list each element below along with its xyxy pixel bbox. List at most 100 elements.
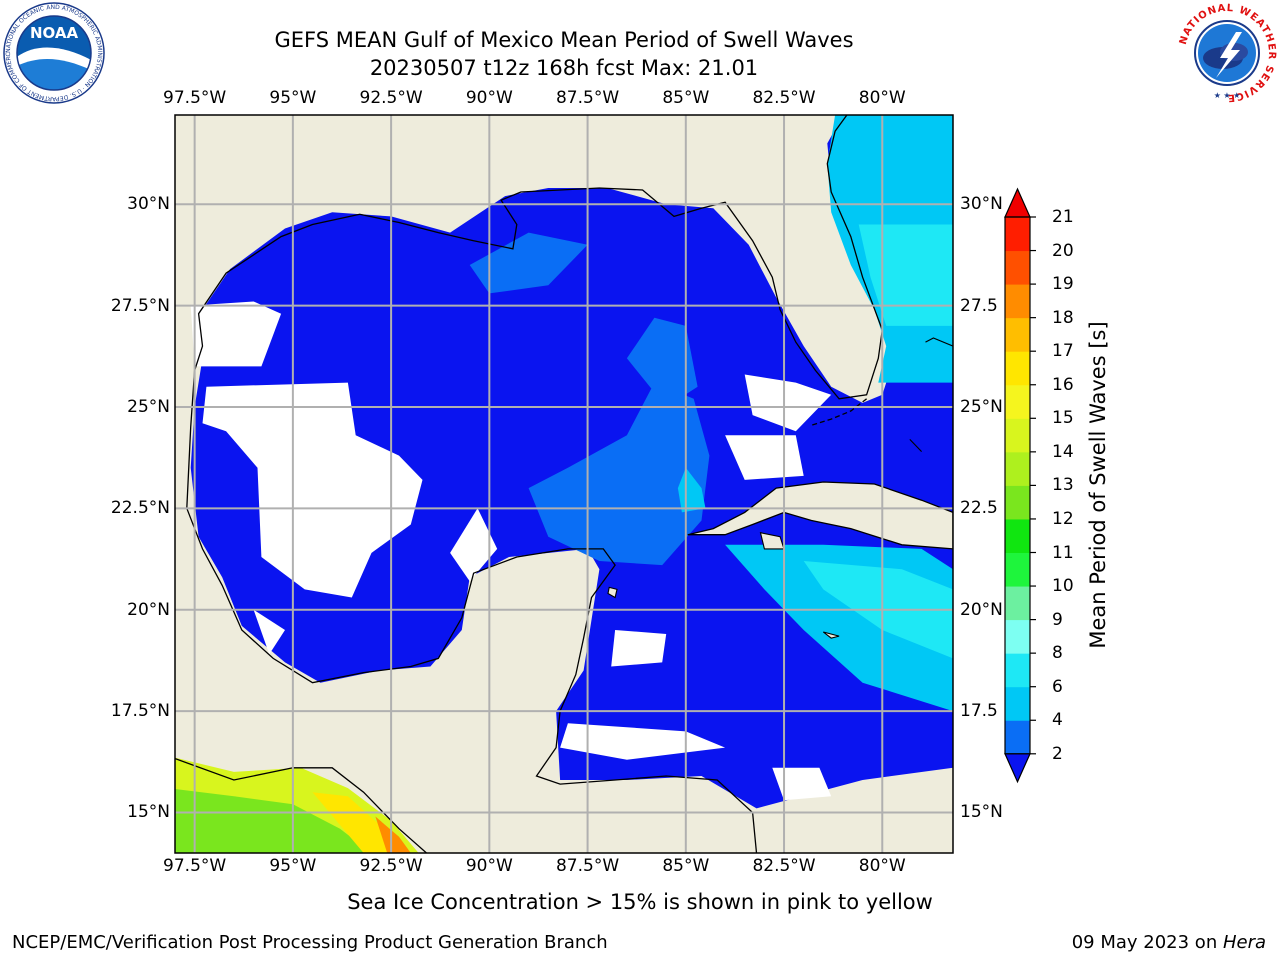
machine-name: Hera: [1222, 932, 1266, 953]
pacific-field-green: [175, 789, 372, 853]
colorbar-tick-label: 17: [1052, 341, 1074, 362]
colorbar-tick-label: 10: [1052, 576, 1074, 597]
lat-tick-left: 25°N: [127, 396, 170, 417]
colorbar-segment: [1005, 317, 1030, 352]
svg-text:★ ★ ★: ★ ★ ★: [1214, 91, 1241, 100]
colorbar-segment: [1005, 518, 1030, 553]
colorbar-tick-label: 18: [1052, 307, 1074, 328]
cay-sal: [909, 439, 922, 452]
lat-tick-right: 30°N: [960, 194, 1003, 215]
colorbar-tick-label: 14: [1052, 441, 1074, 462]
colorbar-title: Mean Period of Swell Waves [s]: [1086, 321, 1110, 649]
colorbar-segment: [1005, 217, 1030, 252]
colorbar-tick-label: 6: [1052, 676, 1063, 697]
colorbar-tick-label: 20: [1052, 240, 1074, 261]
colorbar-segment: [1005, 586, 1030, 621]
pacific-field-orange: [375, 816, 411, 853]
map-title-line1: GEFS MEAN Gulf of Mexico Mean Period of …: [274, 28, 854, 52]
map-title-line2: 20230507 t12z 168h fcst Max: 21.01: [369, 56, 759, 80]
colorbar-tick-label: 19: [1052, 274, 1074, 295]
lon-tick-bottom: 82.5°W: [752, 856, 816, 876]
colorbar-tick-label: 8: [1052, 643, 1063, 664]
colorbar-tick-label: 15: [1052, 408, 1074, 429]
colorbar-segment: [1005, 418, 1030, 453]
mexico-central-america-coastline: [186, 370, 758, 853]
colorbar-tick-label: 2: [1052, 743, 1063, 764]
lon-tick-bottom: 92.5°W: [359, 856, 423, 876]
date-text: 09 May 2023 on: [1071, 932, 1223, 953]
colorbar: [1004, 187, 1036, 784]
florida-keys: [811, 398, 867, 426]
noaa-logo: NATIONAL OCEANIC AND ATMOSPHERIC ADMINIS…: [3, 2, 105, 104]
lon-tick-top: 92.5°W: [359, 88, 423, 108]
colorbar-tick-label: 16: [1052, 374, 1074, 395]
grand-cayman: [822, 631, 840, 639]
lat-tick-right: 20°N: [960, 599, 1003, 620]
nodata-region-4: [744, 374, 832, 432]
colorbar-segment: [1005, 485, 1030, 520]
lat-tick-right: 17.5: [960, 701, 998, 722]
cozumel: [607, 586, 618, 599]
north-gulf-blue: [469, 232, 588, 294]
colorbar-tick-label: 21: [1052, 207, 1074, 227]
lat-tick-left: 15°N: [127, 802, 170, 823]
lon-tick-top: 85°W: [662, 88, 710, 108]
colorbar-tick-label: 9: [1052, 609, 1063, 630]
colorbar-tick-label: 4: [1052, 710, 1063, 731]
colorbar-extend-max: [1004, 187, 1031, 218]
colorbar-segment: [1005, 619, 1030, 654]
nws-logo: NATIONAL WEATHER SERVICE ★ ★ ★: [1177, 3, 1277, 103]
nodata-region-7: [560, 723, 726, 760]
colorbar-tick-label: 13: [1052, 475, 1074, 496]
colorbar-segment: [1005, 284, 1030, 319]
colorbar-segment: [1005, 653, 1030, 688]
colorbar-segment: [1005, 451, 1030, 486]
pacific-coastline: [175, 757, 427, 853]
lat-tick-right: 22.5: [960, 498, 998, 519]
central-gulf-blue2: [626, 317, 698, 407]
nodata-region-9: [253, 609, 285, 655]
lat-tick-left: 17.5°N: [110, 701, 170, 722]
colorbar-tick-label: 12: [1052, 508, 1074, 529]
gulf-water: [190, 115, 953, 809]
lat-tick-right: 15°N: [960, 802, 1003, 823]
lon-tick-bottom: 80°W: [858, 856, 906, 876]
nodata-region-2: [202, 382, 423, 598]
colorbar-segment: [1005, 686, 1030, 721]
lat-tick-right: 27.5: [960, 295, 998, 316]
nodata-region-3: [450, 508, 498, 582]
date-stamp: 09 May 2023 on Hera: [1072, 932, 1266, 953]
colorbar-segment: [1005, 552, 1030, 587]
nodata-region-6: [611, 630, 667, 667]
lon-tick-bottom: 95°W: [269, 856, 317, 876]
nodata-region-8: [772, 767, 832, 801]
lon-tick-bottom: 97.5°W: [163, 856, 227, 876]
lat-tick-left: 27.5°N: [110, 295, 170, 316]
lon-tick-top: 97.5°W: [163, 88, 227, 108]
map-layers: [175, 115, 953, 853]
colorbar-segment: [1005, 250, 1030, 285]
noaa-logo-text: NOAA: [30, 24, 79, 42]
credit-text: NCEP/EMC/Verification Post Processing Pr…: [12, 932, 608, 953]
lat-tick-left: 20°N: [127, 599, 170, 620]
lon-tick-bottom: 85°W: [662, 856, 710, 876]
central-gulf-blue: [528, 382, 710, 566]
lon-tick-top: 87.5°W: [555, 88, 620, 108]
lat-tick-left: 22.5°N: [110, 498, 170, 519]
colorbar-segment: [1005, 384, 1030, 419]
us-coastline: [193, 115, 883, 400]
yucatan-channel-cyan: [677, 467, 706, 513]
colorbar-segment: [1005, 720, 1030, 755]
nodata-region-1: [190, 301, 282, 367]
lon-tick-top: 80°W: [858, 88, 906, 108]
sea-ice-note: Sea Ice Concentration > 15% is shown in …: [347, 890, 933, 914]
colorbar-segment: [1005, 351, 1030, 386]
pacific-field-yellow: [312, 792, 403, 853]
lon-tick-top: 95°W: [269, 88, 317, 108]
colorbar-tick-label: 11: [1052, 542, 1074, 563]
grand-bahama: [925, 337, 953, 347]
lat-tick-right: 25°N: [960, 396, 1003, 417]
lon-tick-top: 90°W: [465, 88, 513, 108]
map-frame: [174, 114, 954, 854]
